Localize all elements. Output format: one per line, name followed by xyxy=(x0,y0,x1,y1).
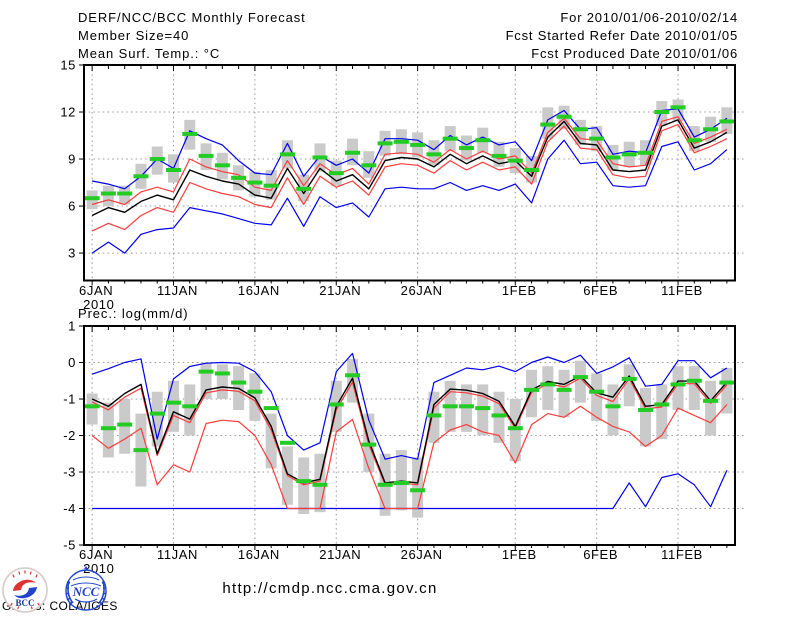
y-tick-label: -4 xyxy=(63,501,76,516)
ensemble-lower-line xyxy=(91,404,728,510)
y-tick-label: -5 xyxy=(63,538,76,553)
spread-bar xyxy=(558,369,570,418)
x-tick-label: 11FEB xyxy=(661,547,703,562)
refer-date-label: Fcst Started Refer Date 2010/01/05 xyxy=(505,28,738,43)
x-tick-label: 6FEB xyxy=(583,283,618,298)
ensemble-max-line xyxy=(91,352,728,460)
ensemble-upper-line xyxy=(91,116,728,206)
y-tick-label: 0 xyxy=(68,355,76,370)
spread-bar xyxy=(395,450,407,511)
y-tick-label: 3 xyxy=(68,246,76,261)
bcc-logo-icon: BCC xyxy=(2,567,48,613)
ensemble-mean-line xyxy=(91,119,728,217)
y-tick-label: 15 xyxy=(60,58,76,73)
ensemble-mean-line xyxy=(91,375,728,484)
gridlines xyxy=(84,65,745,281)
spread-bar xyxy=(298,457,310,514)
spread-bar xyxy=(591,373,603,421)
x-tick-label: 11JAN xyxy=(157,547,198,562)
y-tick-label: 6 xyxy=(68,199,76,214)
ensemble-min-line xyxy=(92,469,728,510)
y-tick-label: -2 xyxy=(63,428,76,443)
spread-bar xyxy=(102,185,114,207)
spread-bar xyxy=(721,367,733,414)
spread-bar xyxy=(151,391,163,447)
forecast-range-label: For 2010/01/06-2010/02/14 xyxy=(560,10,738,25)
logo-group: BCC NCC xyxy=(2,566,107,613)
axis-ticks xyxy=(79,64,728,286)
spread-bar xyxy=(623,364,635,407)
spread-bar xyxy=(656,384,668,440)
spread-bar xyxy=(672,366,684,410)
y-tick-label: 9 xyxy=(68,152,76,167)
axis-labels: 15 12 9 6 3 6JAN 11JAN 16JAN 21JAN 26JAN 1FEB 6FEB 1… xyxy=(60,58,703,313)
spread-bar xyxy=(688,366,700,410)
spread-bar xyxy=(639,388,651,447)
spread-bar xyxy=(574,360,586,403)
spread-bar xyxy=(672,99,684,122)
ensemble-min-line xyxy=(91,139,728,254)
x-tick-label: 26JAN xyxy=(401,547,443,562)
x-tick-label: 11FEB xyxy=(661,283,703,298)
axis-ticks xyxy=(79,325,728,550)
spread-bar xyxy=(168,380,180,432)
spread-bar xyxy=(265,413,277,469)
x-tick-label: 6JAN xyxy=(79,547,113,562)
ensemble-upper-line xyxy=(91,377,728,486)
y-tick-label: 1 xyxy=(68,319,76,334)
ncc-logo-label: NCC xyxy=(72,584,100,599)
x-tick-label: 16JAN xyxy=(238,547,280,562)
y-tick-label: -1 xyxy=(63,392,76,407)
spread-bar xyxy=(607,384,619,436)
temperature-chart-title: Mean Surf. Temp.: °C xyxy=(78,46,221,61)
x-tick-label: 26JAN xyxy=(401,283,443,298)
x-tick-label: 6JAN xyxy=(79,283,113,298)
observation-dashes xyxy=(84,105,735,201)
site-url: http://cmdp.ncc.cma.gov.cn xyxy=(222,580,438,597)
plot-frame xyxy=(83,64,736,282)
spread-bar xyxy=(184,384,196,436)
member-size-label: Member Size=40 xyxy=(78,28,190,43)
precipitation-chart-title: Prec.: log(mm/d) xyxy=(78,306,189,321)
x-tick-label: 21JAN xyxy=(319,547,361,562)
x-tick-label: 1FEB xyxy=(502,283,537,298)
bcc-logo-label: BCC xyxy=(15,598,34,608)
spread-bar xyxy=(542,366,554,410)
y-tick-label: -3 xyxy=(63,465,76,480)
ensemble-max-line xyxy=(91,108,728,190)
spread-bar xyxy=(86,393,98,425)
spread-bar xyxy=(412,457,424,518)
ncc-logo-icon: NCC xyxy=(65,566,107,611)
x-tick-label: 21JAN xyxy=(319,283,361,298)
ensemble-lower-line xyxy=(91,123,728,232)
x-year-label: 2010 xyxy=(83,297,114,312)
x-tick-label: 1FEB xyxy=(502,547,537,562)
y-tick-label: 12 xyxy=(60,105,76,120)
x-tick-label: 11JAN xyxy=(157,283,198,298)
spread-bar xyxy=(574,119,586,145)
spread-bar xyxy=(216,364,228,399)
temperature-chart: 15 12 9 6 3 6JAN 11JAN 16JAN 21JAN 26JAN 1FEB 6FEB 1… xyxy=(60,58,745,313)
produced-date-label: Fcst Produced Date 2010/01/06 xyxy=(531,46,738,61)
observation-dashes xyxy=(84,369,735,493)
page-title: DERF/NCC/BCC Monthly Forecast xyxy=(78,10,306,25)
spread-bar xyxy=(705,380,717,436)
x-tick-label: 16JAN xyxy=(238,283,280,298)
spread-bar xyxy=(200,362,212,399)
x-year-label: 2010 xyxy=(83,561,114,576)
x-tick-label: 6FEB xyxy=(583,547,618,562)
